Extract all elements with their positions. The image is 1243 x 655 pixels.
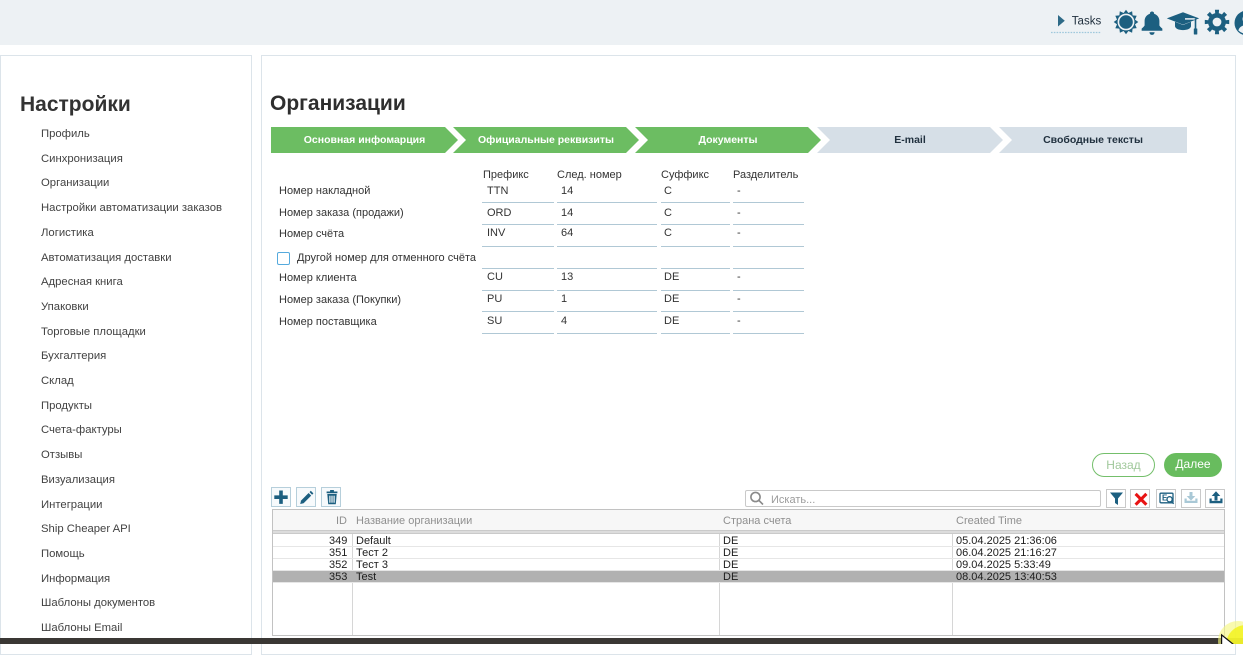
svg-text:Tasks: Tasks [1072,15,1102,27]
